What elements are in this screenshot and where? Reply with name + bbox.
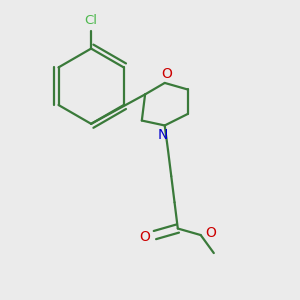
Text: O: O: [140, 230, 151, 244]
Text: O: O: [205, 226, 216, 240]
Text: N: N: [158, 128, 168, 142]
Text: Cl: Cl: [85, 14, 98, 27]
Text: O: O: [161, 67, 172, 81]
